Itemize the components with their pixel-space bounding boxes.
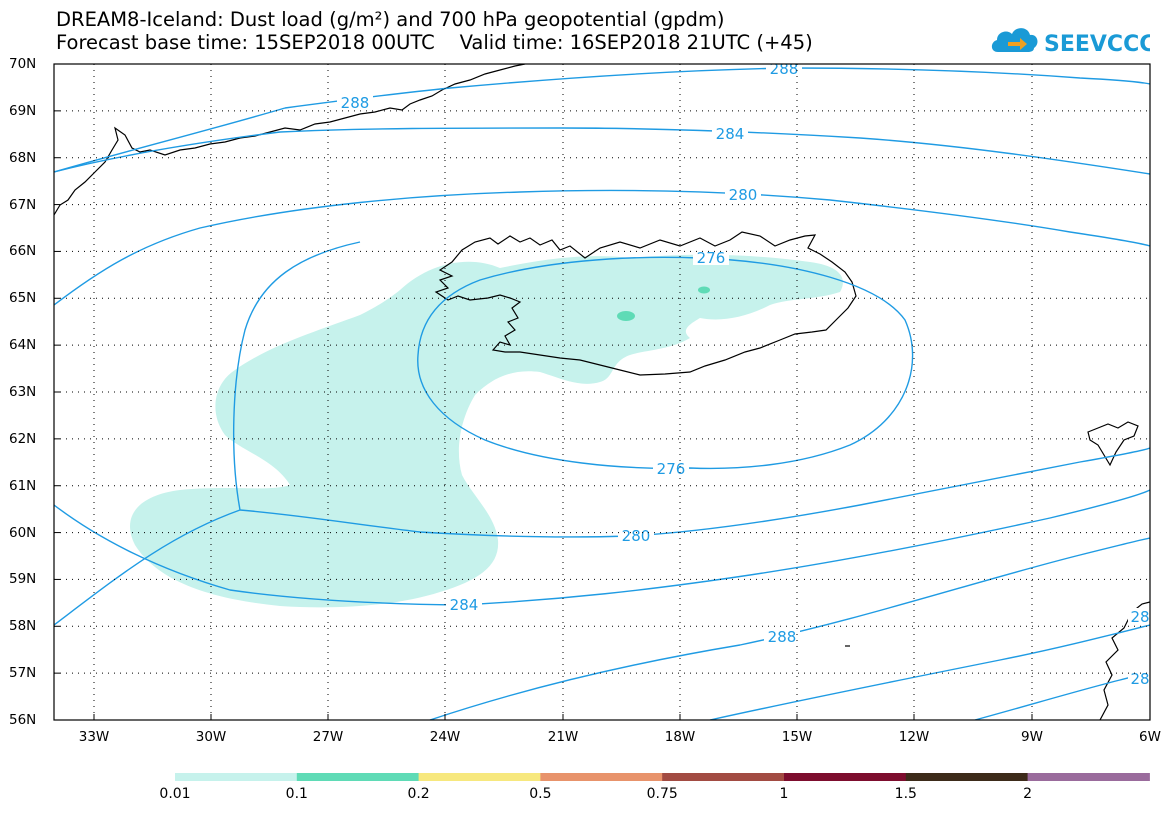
lon-label: 15W <box>781 729 813 745</box>
contour-label-276-top: 276 <box>693 249 729 267</box>
geopotential-contours <box>54 67 1150 720</box>
contour-label-text: 288 <box>768 628 797 646</box>
contour-284 <box>54 127 1150 606</box>
dust-core-2 <box>698 286 710 294</box>
contour-label-280-bottom: 280 <box>618 527 654 545</box>
dust-load-area <box>130 254 843 608</box>
coastlines <box>54 64 1150 720</box>
logo-text: SEEVCCC <box>1044 32 1150 57</box>
contour-label-text: 284 <box>716 125 745 143</box>
colorbar-label: 1.5 <box>894 786 917 802</box>
contour-label-edge-2: 28 <box>1128 670 1150 688</box>
lon-label: 6W <box>1139 729 1161 745</box>
lat-label: 70N <box>9 56 37 72</box>
contour-label-284-top: 284 <box>712 125 748 143</box>
lon-label: 30W <box>195 729 227 745</box>
lon-label: 33W <box>78 729 110 745</box>
seevccc-logo: SEEVCCC <box>991 28 1150 57</box>
forecast-time-info: Forecast base time: 15SEP2018 00UTC Vali… <box>56 31 813 54</box>
lon-label: 24W <box>429 729 461 745</box>
lat-label: 58N <box>9 618 37 635</box>
lon-label: 27W <box>312 729 344 745</box>
contour-label-text: 28 <box>1130 670 1149 688</box>
graticule <box>54 64 1150 720</box>
colorbar-label: 0.75 <box>646 786 678 802</box>
colorbar-label: 1 <box>779 786 789 802</box>
contour-label-text: 280 <box>729 186 758 204</box>
faroe-islands <box>1087 421 1139 467</box>
lon-label: 9W <box>1021 729 1043 745</box>
lat-label: 68N <box>9 149 37 166</box>
map-title: DREAM8-Iceland: Dust load (g/m²) and 700… <box>56 8 725 31</box>
lat-label: 67N <box>9 196 37 213</box>
dust-core-1 <box>617 311 635 321</box>
contour-label-284-bottom: 284 <box>446 596 482 614</box>
lat-label: 61N <box>9 477 37 494</box>
contour-label-276-bottom: 276 <box>653 460 689 478</box>
lat-label: 57N <box>9 665 37 682</box>
lat-label: 64N <box>9 337 37 354</box>
contour-280 <box>54 189 1150 626</box>
lat-label: 65N <box>9 290 37 307</box>
iceland-coastline <box>434 231 857 376</box>
cloud-arrow-icon <box>991 28 1038 52</box>
lat-label: 56N <box>9 712 37 728</box>
lat-label: 69N <box>9 102 37 119</box>
lat-label: 60N <box>9 524 37 541</box>
contour-292-b <box>974 671 1150 720</box>
lon-label: 12W <box>898 729 930 745</box>
lat-label: 62N <box>9 430 37 447</box>
contour-label-text: 288 <box>770 60 799 78</box>
contour-label-text: 276 <box>697 249 726 267</box>
colorbar-label: 0.2 <box>407 786 430 802</box>
colorbar-label: 0.5 <box>529 786 552 802</box>
contour-label-text: 280 <box>622 527 651 545</box>
lon-label: 21W <box>547 729 579 745</box>
contour-label-288-left: 288 <box>337 94 373 112</box>
contour-label-text: 288 <box>341 94 370 112</box>
lat-label: 59N <box>9 571 37 588</box>
contour-label-edge-1: 28 <box>1128 608 1150 626</box>
colorbar-label: 2 <box>1023 786 1033 802</box>
contour-label-288-top: 288 <box>766 60 802 78</box>
lon-label: 18W <box>664 729 696 745</box>
contour-276 <box>417 256 914 470</box>
contour-label-text: 276 <box>657 460 686 478</box>
colorbar-label: 0.01 <box>159 786 191 802</box>
lat-label: 66N <box>9 243 37 260</box>
contour-label-280-top: 280 <box>725 186 761 204</box>
contour-label-text: 284 <box>450 596 479 614</box>
axis-ticks <box>54 63 1151 721</box>
contour-label-288-bottom: 288 <box>764 628 800 646</box>
contour-label-text: 28 <box>1130 608 1149 626</box>
contour-288 <box>54 67 1150 720</box>
colorbar-label: 0.1 <box>285 786 308 802</box>
contour-labels: 288 288 284 280 276 276 280 284 288 28 2… <box>337 60 1150 688</box>
contour-292-a <box>709 624 1150 720</box>
greenland-coastline <box>54 64 526 216</box>
lat-label: 63N <box>9 384 37 400</box>
